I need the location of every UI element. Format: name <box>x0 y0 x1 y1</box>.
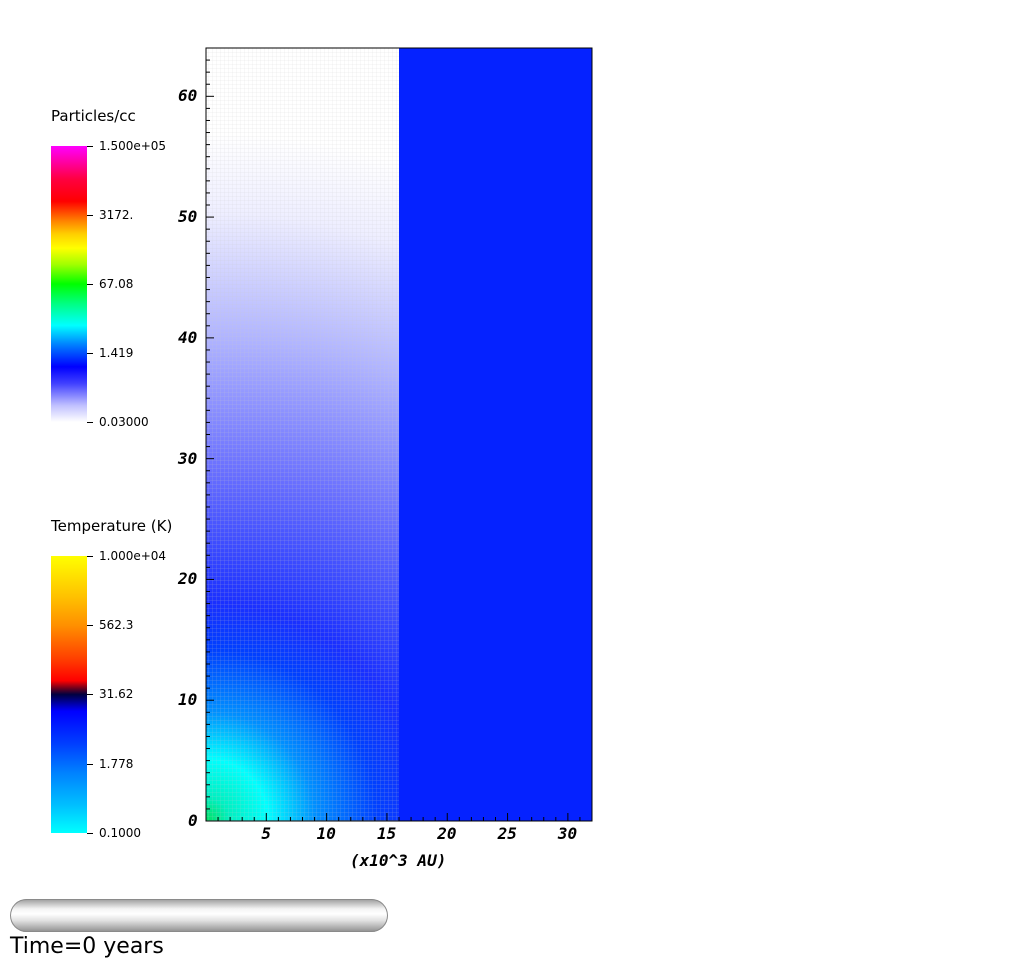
x-tick-label: 20 <box>437 824 457 843</box>
density-panel-grid <box>206 48 399 821</box>
time-label: Time=0 years <box>10 934 164 959</box>
x-tick-label: 30 <box>557 824 578 843</box>
y-tick-label: 10 <box>178 690 198 710</box>
density-colorbar <box>51 146 87 422</box>
y-tick-label: 60 <box>178 86 198 106</box>
density-colorbar-label-max: 1.500e+05 <box>99 139 167 153</box>
y-tick-label: 0 <box>188 811 198 830</box>
y-tick-label: 30 <box>178 448 198 468</box>
y-tick-label: 50 <box>178 207 198 227</box>
density-colorbar-title: Particles/cc <box>51 107 136 125</box>
temperature-colorbar <box>51 556 87 833</box>
x-tick-label: 25 <box>497 824 517 843</box>
temperature-colorbar-label: 31.62 <box>99 687 134 701</box>
temperature-panel <box>399 48 592 821</box>
temperature-colorbar-label-min: 0.1000 <box>99 826 141 840</box>
simulation-plot <box>205 47 593 822</box>
x-tick-label: 15 <box>376 824 397 843</box>
temperature-colorbar-label: 1.778 <box>99 757 134 771</box>
y-tick-label: 40 <box>178 327 198 347</box>
temperature-colorbar-label-max: 1.000e+04 <box>99 549 167 563</box>
density-colorbar-label: 3172. <box>99 208 134 222</box>
time-slider[interactable] <box>10 899 388 932</box>
temperature-colorbar-title: Temperature (K) <box>51 517 173 535</box>
density-colorbar-label: 1.419 <box>99 346 134 360</box>
x-tick-label: 10 <box>316 824 336 843</box>
density-colorbar-label: 67.08 <box>99 277 134 291</box>
x-tick-label: 5 <box>261 824 271 843</box>
x-axis-label: (x10^3 AU) <box>350 851 447 870</box>
density-colorbar-label-min: 0.03000 <box>99 415 149 429</box>
y-tick-label: 20 <box>178 569 198 589</box>
temperature-colorbar-label: 562.3 <box>99 618 134 632</box>
